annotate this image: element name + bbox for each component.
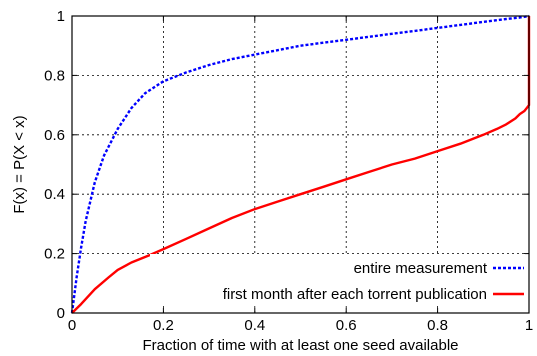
y-axis-label: F(x) = P(X < x): [11, 115, 28, 213]
grid-lines: [72, 16, 529, 313]
legend-label-first-month: first month after each torrent publicati…: [223, 286, 487, 303]
series-layer: [70, 14, 531, 314]
x-tick-label: 0.6: [336, 317, 357, 334]
y-tick-label: 0.4: [44, 186, 65, 203]
x-tick-label: 0.2: [153, 317, 174, 334]
x-tick-label: 0: [68, 317, 76, 334]
legend: entire measurement first month after eac…: [150, 254, 525, 306]
y-tick-label: 1: [57, 8, 65, 25]
x-tick-label: 0.8: [427, 317, 448, 334]
x-tick-label: 1: [525, 317, 533, 334]
legend-background: [150, 254, 525, 306]
series-line-entire-measurement: [70, 14, 530, 314]
x-tick-label: 0.4: [244, 317, 265, 334]
plot-frame: [71, 15, 530, 314]
legend-label-entire-measurement: entire measurement: [354, 260, 488, 277]
series-line-first-month: [71, 16, 531, 314]
y-tick-label: 0.6: [44, 127, 65, 144]
tick-labels: 0 0.2 0.4 0.6 0.8 1 0 0.2 0.4 0.6 0.8 1: [44, 8, 533, 334]
y-tick-label: 0.8: [44, 67, 65, 84]
y-tick-label: 0: [57, 305, 65, 322]
axis-ticks: [71, 15, 530, 314]
x-axis-label: Fraction of time with at least one seed …: [142, 337, 458, 354]
y-tick-label: 0.2: [44, 246, 65, 263]
